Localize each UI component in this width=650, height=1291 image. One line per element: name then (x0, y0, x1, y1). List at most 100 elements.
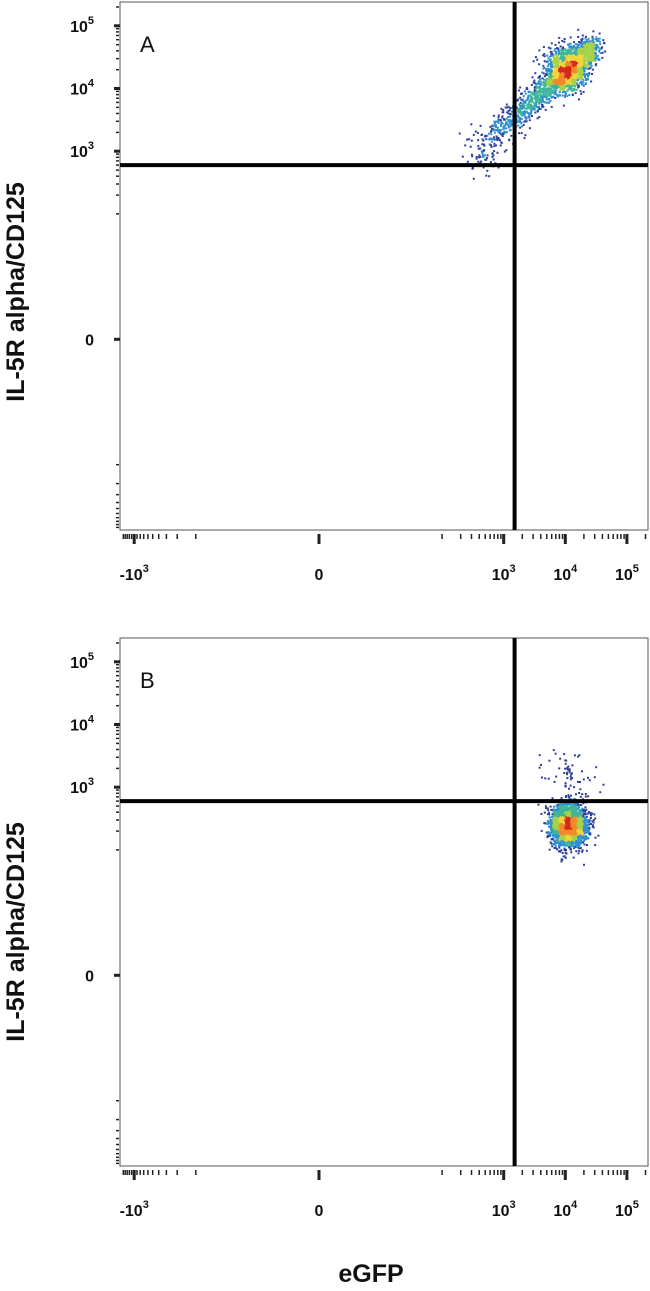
data-point (517, 89, 520, 92)
data-point (519, 109, 522, 112)
data-point (565, 839, 568, 841)
data-point (562, 81, 564, 83)
data-point (557, 52, 560, 55)
data-point (579, 828, 582, 831)
data-point (575, 806, 578, 809)
data-point (560, 803, 563, 806)
data-point (493, 150, 496, 153)
data-point (567, 77, 570, 80)
data-point (599, 52, 602, 54)
data-point (580, 831, 583, 834)
data-point (556, 47, 558, 50)
data-point (540, 96, 543, 99)
data-point (595, 36, 598, 39)
data-point (566, 817, 569, 820)
data-point (538, 49, 541, 52)
data-point (520, 111, 523, 114)
data-point (568, 63, 571, 66)
data-point (587, 824, 590, 827)
data-point (538, 766, 541, 769)
data-point (574, 77, 577, 79)
data-point (581, 850, 584, 853)
data-point (548, 76, 551, 78)
data-point (590, 80, 593, 83)
data-point (569, 834, 572, 837)
data-point (548, 811, 551, 814)
data-point (582, 778, 585, 781)
data-point (507, 112, 510, 115)
data-point (535, 100, 538, 102)
data-point (570, 773, 573, 776)
data-point (582, 48, 585, 51)
data-point (566, 57, 569, 60)
data-point (533, 108, 536, 111)
data-point (564, 92, 567, 95)
data-point (568, 46, 571, 48)
data-point (548, 848, 551, 851)
data-point (551, 831, 554, 834)
data-point (534, 111, 537, 114)
data-point (568, 813, 571, 816)
data-point (568, 846, 571, 849)
data-point (582, 50, 585, 53)
data-point (575, 72, 578, 75)
data-point (476, 131, 479, 134)
data-point (567, 806, 570, 809)
data-point (553, 49, 556, 52)
data-point (550, 54, 553, 57)
data-point (576, 52, 579, 55)
data-point (555, 93, 558, 96)
data-point (529, 107, 532, 110)
data-point (554, 752, 557, 755)
data-point (593, 48, 596, 51)
data-point (585, 78, 588, 81)
data-point (506, 111, 509, 114)
data-point (581, 793, 584, 796)
data-point (552, 53, 555, 56)
data-point (570, 63, 572, 66)
data-point (579, 41, 582, 44)
data-point (558, 824, 561, 826)
data-point (574, 53, 577, 56)
data-point (556, 95, 559, 98)
data-point (558, 819, 561, 822)
data-point (507, 119, 510, 121)
data-point (573, 56, 575, 58)
data-point (592, 38, 595, 40)
data-point (549, 63, 551, 66)
data-point (497, 136, 500, 139)
data-point (480, 150, 483, 153)
data-point (536, 90, 539, 93)
y-minor-ticks (116, 642, 119, 1165)
data-point (583, 863, 585, 866)
data-point (588, 819, 591, 822)
data-point (554, 83, 557, 85)
data-point (566, 771, 569, 774)
data-point (585, 849, 588, 852)
data-point (569, 810, 572, 813)
data-point (559, 55, 562, 58)
data-point (578, 822, 581, 825)
data-point (522, 98, 525, 101)
data-point (481, 151, 484, 154)
data-point (572, 67, 575, 70)
data-point (553, 61, 556, 64)
data-point (568, 826, 571, 829)
data-point (551, 833, 554, 836)
data-point (569, 42, 572, 45)
data-point (592, 30, 595, 33)
data-point (573, 811, 576, 814)
data-point (527, 103, 530, 106)
data-point (558, 83, 561, 86)
data-point (556, 824, 559, 826)
data-point (549, 831, 552, 834)
data-point (500, 122, 503, 125)
data-point (554, 97, 557, 99)
data-point (561, 59, 564, 62)
data-point (566, 84, 569, 87)
data-point (525, 117, 528, 120)
data-point (576, 824, 579, 827)
data-point (519, 86, 522, 89)
scatter-points (537, 749, 605, 866)
